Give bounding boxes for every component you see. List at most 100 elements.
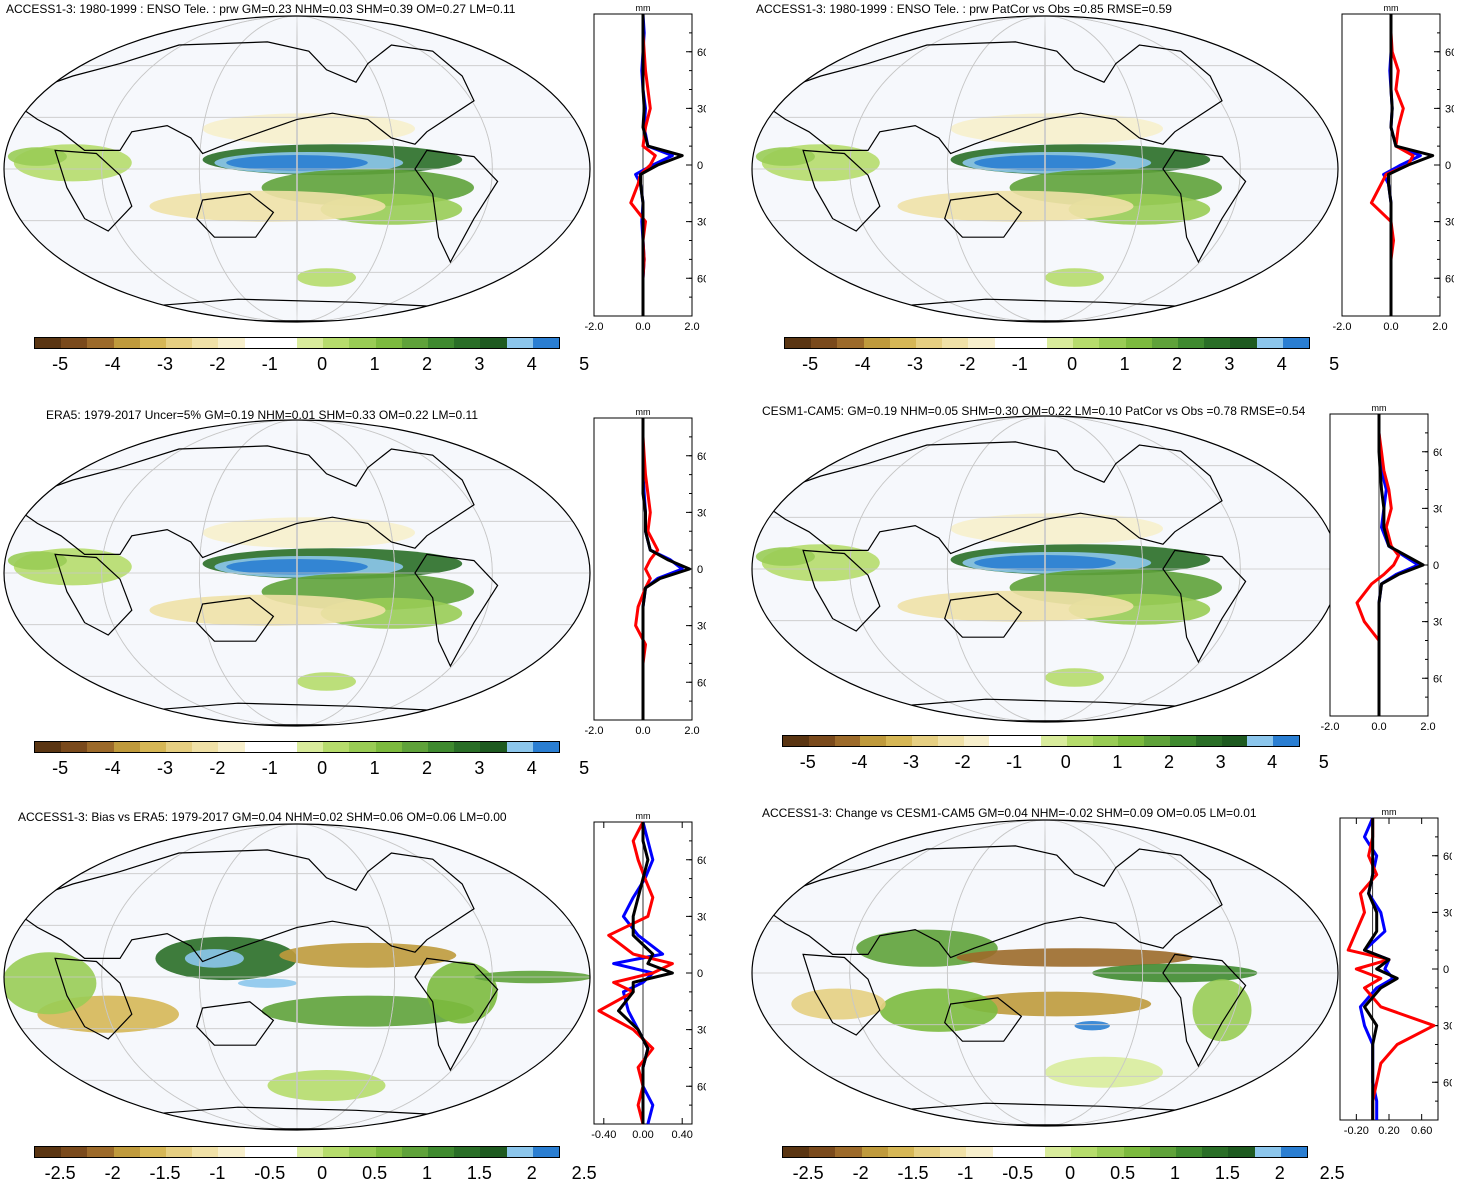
colorbar-tick-label: -5: [52, 354, 69, 374]
colorbar-tick-label: 3: [1215, 752, 1226, 772]
x-tick-label: 0.0: [1371, 721, 1386, 733]
colorbar-tick-label: -2.5: [792, 1163, 824, 1183]
colorbar-swatch: [270, 742, 298, 752]
colorbar-tick-label: -1: [209, 1163, 226, 1183]
anomaly-contour: [426, 961, 498, 1024]
map-plot: [751, 415, 1339, 723]
map-plot: [3, 419, 591, 727]
zonal-mean-plot: mm 60N 30N 0 30S 60S -0.20 0.20 0.60: [1339, 807, 1452, 1137]
colorbar-tick-label: -4: [854, 354, 871, 374]
zonal-mean-plot: mm 60N 30N 0 30S 60S -2.0 0.0 2.0: [1321, 403, 1442, 733]
colorbar-swatch: [61, 338, 88, 348]
longitude-gridline: [198, 16, 396, 322]
lat-tick-label: 60S: [1443, 1077, 1452, 1089]
colorbar-swatch: [532, 338, 560, 348]
coastline: [54, 957, 133, 1040]
longitude-gridline: [1044, 820, 1046, 1126]
colorbar-labels: -5 -4 -3 -2 -1 0 1 2 3 4 5: [782, 752, 1329, 774]
colorbar-swatch: [87, 338, 114, 348]
x-tick-label: 0.0: [635, 725, 650, 737]
zonal-mean-plot: mm 60N 30N 0 30S 60S -2.0 0.0 2.0: [585, 3, 706, 333]
zonal-unit: mm: [636, 407, 651, 417]
colorbar-swatch: [937, 736, 964, 746]
panel-title: ACCESS1-3: Change vs CESM1-CAM5 GM=0.04 …: [762, 806, 1257, 820]
colorbar-tick-label: -5: [799, 752, 816, 772]
colorbar-swatch: [244, 1147, 271, 1157]
x-tick-label: -2.0: [585, 321, 604, 333]
x-tick-label: 2.0: [1432, 321, 1447, 333]
anomaly-contour: [149, 594, 386, 626]
colorbar-swatch: [916, 338, 943, 348]
anomaly-contour: [974, 555, 1116, 571]
zonal-series-line: [597, 821, 674, 1125]
zonal-series-line: [641, 418, 691, 720]
colorbar-swatch: [914, 1147, 941, 1157]
zonal-mean-plot: mm 60N 30N 0 30S 60S -2.0 0.0 2.0: [585, 407, 706, 737]
x-tick-label: 0.40: [671, 1129, 692, 1141]
colorbar-swatch: [1273, 736, 1299, 746]
colorbar-swatch: [113, 338, 140, 348]
colorbar-swatch: [809, 1147, 836, 1157]
colorbar: [34, 1146, 560, 1158]
panel-title: ACCESS1-3: 1980-1999 : ENSO Tele. : prw …: [756, 2, 1172, 16]
anomaly-contour: [974, 155, 1116, 171]
colorbar-tick-label: -2: [954, 752, 971, 772]
colorbar-swatch: [863, 338, 890, 348]
anomaly-contour: [202, 113, 415, 145]
colorbar-swatch: [480, 338, 507, 348]
anomaly-contour: [897, 590, 1134, 622]
lat-tick-label: 30S: [697, 621, 706, 633]
colorbar-tick-label: -3: [906, 354, 924, 374]
colorbar-swatch: [1099, 338, 1126, 348]
colorbar: [34, 741, 560, 753]
longitude-gridline: [296, 824, 298, 1130]
anomaly-contour: [202, 517, 415, 549]
colorbar-tick-label: -4: [851, 752, 868, 772]
colorbar-tick-label: -5: [802, 354, 819, 374]
zonal-unit: mm: [1384, 3, 1399, 13]
longitude-gridline: [1044, 16, 1046, 322]
colorbar-swatch: [218, 338, 245, 348]
colorbar-swatch: [1254, 1147, 1281, 1157]
colorbar-swatch: [454, 1147, 481, 1157]
map-plot: [751, 15, 1339, 323]
anomaly-contour: [950, 513, 1163, 545]
longitude-gridline: [849, 16, 1241, 322]
anomaly-contour: [879, 988, 998, 1032]
colorbar-swatch: [785, 338, 812, 348]
colorbar-tick-label: 1: [369, 354, 380, 374]
lat-tick-label: 60N: [697, 47, 706, 59]
x-tick-label: 2.0: [684, 321, 699, 333]
colorbar-tick-label: 0: [1060, 752, 1071, 772]
colorbar-swatch: [506, 1147, 533, 1157]
colorbar-swatch: [323, 338, 350, 348]
colorbar-swatch: [218, 1147, 245, 1157]
colorbar-tick-label: 3: [474, 758, 485, 778]
colorbar-swatch: [506, 338, 533, 348]
colorbar-tick-label: 5: [579, 354, 590, 374]
longitude-gridline: [849, 820, 1241, 1126]
colorbar-swatch: [166, 338, 193, 348]
colorbar-tick-label: -1: [261, 354, 278, 374]
colorbar-swatch: [1178, 338, 1205, 348]
colorbar-swatch: [428, 742, 455, 752]
colorbar-tick-label: 4: [1276, 354, 1287, 374]
colorbar-swatch: [811, 338, 838, 348]
lat-tick-label: 30N: [697, 103, 706, 115]
colorbar-swatch: [1282, 338, 1310, 348]
colorbar-swatch: [166, 1147, 193, 1157]
x-tick-label: 0.0: [1383, 321, 1398, 333]
colorbar-swatch: [87, 742, 114, 752]
coastline: [19, 445, 475, 559]
colorbar-tick-label: 1.5: [1214, 1163, 1240, 1183]
zonal-series-line: [617, 822, 674, 1124]
colorbar-swatch: [297, 338, 324, 348]
zonal-unit: mm: [1372, 403, 1387, 413]
colorbar-swatch: [270, 338, 298, 348]
colorbar-tick-label: 2: [421, 354, 433, 374]
anomaly-contour: [1045, 668, 1104, 687]
anomaly-contour: [149, 190, 386, 222]
colorbar-swatch: [244, 338, 271, 348]
colorbar-tick-label: -2: [852, 1163, 869, 1183]
coastline: [19, 849, 475, 963]
